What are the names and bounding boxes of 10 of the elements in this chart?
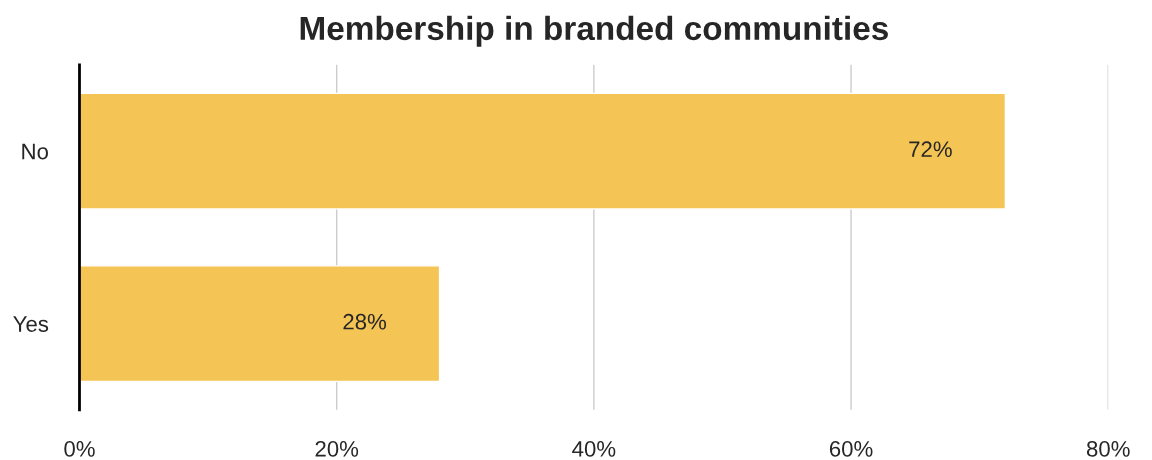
data-label: 72%	[909, 141, 952, 157]
y-tick-label: Yes	[13, 316, 49, 332]
data-label: 28%	[343, 313, 387, 330]
x-tick-label: 0%	[64, 441, 95, 457]
x-tick-label: 20%	[315, 441, 359, 457]
chart-title: Membership in branded communities	[300, 15, 888, 47]
x-tick-label: 40%	[572, 441, 616, 457]
x-tick-label: 60%	[829, 441, 873, 457]
x-tick-label: 80%	[1086, 441, 1130, 457]
y-tick-label: No	[22, 143, 48, 160]
